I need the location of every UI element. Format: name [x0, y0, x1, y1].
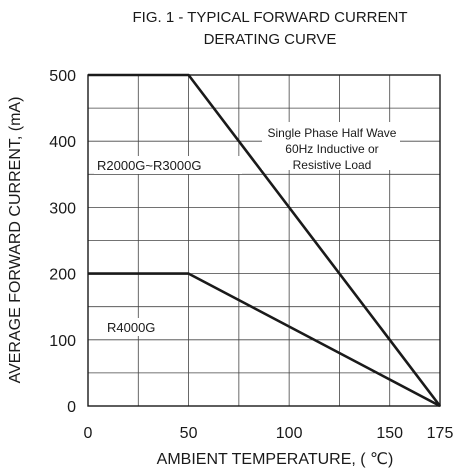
curves: [88, 73, 442, 408]
annotation-line-2: 60Hz Inductive or: [285, 142, 378, 156]
annotation-line-3: Resistive Load: [293, 158, 372, 172]
x-tick-label: 50: [180, 425, 198, 442]
series-label-r2000g: R2000G~R3000G: [94, 156, 242, 174]
x-axis-label: AMBIENT TEMPERATURE, ( ℃): [157, 451, 394, 468]
chart-title: FIG. 1 - TYPICAL FORWARD CURRENT: [132, 9, 407, 26]
y-tick-label: 0: [67, 399, 76, 416]
annotation-line-1: Single Phase Half Wave: [268, 126, 397, 140]
y-axis-label: AVERAGE FORWARD CURRENT, (mA): [7, 97, 24, 384]
y-tick-label: 500: [49, 68, 76, 85]
x-tick-labels: 0 50 100 150 175: [84, 425, 454, 442]
y-tick-label: 200: [49, 267, 76, 284]
y-tick-label: 300: [49, 200, 76, 217]
y-tick-labels: 0 100 200 300 400 500: [49, 68, 76, 416]
chart-subtitle: DERATING CURVE: [204, 31, 337, 48]
y-tick-label: 400: [49, 134, 76, 151]
series-label-r4000g-bg: [104, 318, 168, 336]
series-label-r2000g-bg: [94, 156, 242, 174]
series-label-r4000g: R4000G: [104, 318, 168, 336]
series-label-r2000g-text: R2000G~R3000G: [97, 158, 201, 173]
annotation-background: [262, 122, 400, 170]
series-line-0: [88, 73, 442, 407]
x-tick-label: 175: [427, 425, 454, 442]
y-tick-label: 100: [49, 333, 76, 350]
plot-frame: [87, 74, 441, 407]
series-line-1: [88, 272, 441, 408]
series-label-r4000g-text: R4000G: [107, 320, 155, 335]
x-tick-label: 150: [376, 425, 403, 442]
annotation-box: Single Phase Half Wave 60Hz Inductive or…: [262, 122, 400, 172]
x-tick-label: 0: [84, 425, 93, 442]
x-tick-label: 100: [276, 425, 303, 442]
